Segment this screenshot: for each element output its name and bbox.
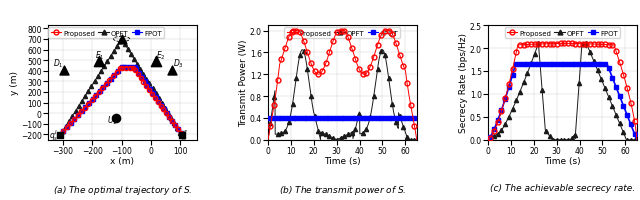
Legend: Proposed, OPFT, FPOT: Proposed, OPFT, FPOT bbox=[49, 28, 164, 38]
Point bbox=[167, 69, 177, 72]
X-axis label: Time (s): Time (s) bbox=[544, 157, 580, 166]
Text: $D_1$: $D_1$ bbox=[53, 58, 64, 70]
Legend: Proposed, OPFT, FPOT: Proposed, OPFT, FPOT bbox=[504, 28, 620, 38]
Point bbox=[151, 60, 161, 63]
Y-axis label: Secrecy Rate (bps/Hz): Secrecy Rate (bps/Hz) bbox=[460, 33, 468, 133]
Y-axis label: y (m): y (m) bbox=[10, 71, 19, 95]
Point bbox=[93, 60, 104, 63]
X-axis label: x (m): x (m) bbox=[110, 157, 134, 166]
Point bbox=[59, 69, 69, 72]
Point bbox=[111, 117, 121, 120]
Text: $D_3$: $D_3$ bbox=[173, 58, 184, 70]
Point bbox=[54, 134, 65, 137]
Text: (c) The achievable secrecy rate.: (c) The achievable secrecy rate. bbox=[490, 183, 635, 192]
Legend: Proposed, OPFT, FPOT: Proposed, OPFT, FPOT bbox=[284, 28, 401, 38]
X-axis label: Time (s): Time (s) bbox=[324, 157, 361, 166]
Text: $E_2$: $E_2$ bbox=[156, 49, 166, 62]
Text: (a) The optimal trajectory of $S$.: (a) The optimal trajectory of $S$. bbox=[52, 183, 192, 196]
Text: $U_1$: $U_1$ bbox=[108, 114, 118, 126]
Point bbox=[116, 38, 127, 41]
Text: (b) The transmit power of $S$.: (b) The transmit power of $S$. bbox=[278, 183, 406, 196]
Text: $q_s^F$: $q_s^F$ bbox=[178, 127, 189, 142]
Text: $E_1$: $E_1$ bbox=[95, 49, 104, 62]
Point bbox=[177, 134, 187, 137]
Text: $q_s^I$: $q_s^I$ bbox=[49, 127, 59, 142]
Y-axis label: Transmit Power (W): Transmit Power (W) bbox=[239, 39, 248, 127]
